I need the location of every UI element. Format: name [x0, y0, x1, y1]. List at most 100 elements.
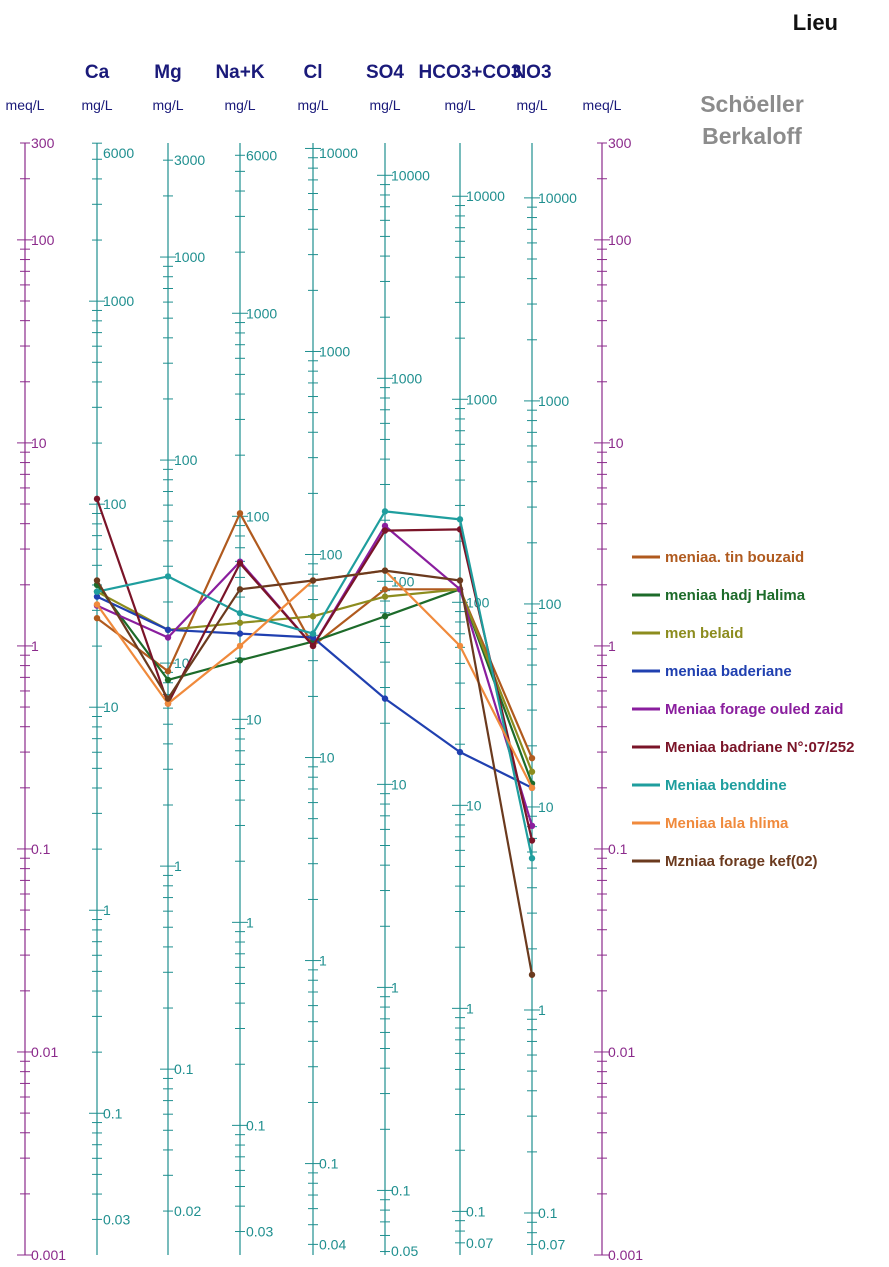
legend-entry: Meniaa benddine [665, 777, 787, 794]
diagram-type-line-1: Schöeller [700, 91, 804, 117]
ion-tick-label: 100 [391, 573, 415, 589]
ion-tick-label: 100 [174, 452, 198, 468]
data-point [456, 577, 464, 584]
ion-tick-label: 100 [538, 596, 562, 612]
ion-tick-label: 10000 [319, 145, 358, 161]
ion-axis-unit: mg/L [297, 97, 328, 113]
diagram-type-line-2: Berkaloff [702, 123, 802, 149]
data-point [456, 516, 464, 523]
ion-tick-label: 0.1 [174, 1061, 194, 1077]
legend-entry: meniaa baderiane [665, 663, 792, 680]
ion-tick-label: 6000 [246, 147, 277, 163]
data-point [528, 971, 536, 978]
ion-tick-label: 100 [319, 547, 343, 563]
ion-axis-unit: mg/L [444, 97, 475, 113]
meq-tick-label: 10 [31, 435, 47, 451]
meq-tick-label: 0.01 [31, 1044, 58, 1060]
ion-tick-label: 0.1 [319, 1156, 339, 1172]
legend-entry: meniaa. tin bouzaid [665, 549, 804, 566]
ion-tick-label: 0.07 [466, 1235, 493, 1251]
ion-tick-label: 1 [103, 902, 111, 918]
ion-axis-unit: mg/L [152, 97, 183, 113]
data-point [236, 642, 244, 650]
meq-tick-label: 0.001 [31, 1247, 66, 1263]
data-point [93, 601, 101, 608]
ion-axis-unit: mg/L [224, 97, 255, 113]
ion-tick-label: 1000 [174, 249, 205, 265]
ion-tick-label: 10 [391, 776, 407, 792]
legend-entry: Mzniaa forage kef(02) [665, 853, 818, 870]
ion-tick-label: 1 [466, 1000, 474, 1016]
ion-axis-unit: mg/L [516, 97, 547, 113]
data-point [381, 613, 389, 620]
ion-tick-label: 1 [246, 914, 254, 930]
ion-axis-unit: mg/L [81, 97, 112, 113]
ion-tick-label: 100 [103, 496, 127, 512]
meq-tick-label: 1 [31, 638, 39, 654]
ion-axis-header: NO3 [512, 62, 551, 83]
meq-axis-unit: meq/L [583, 97, 622, 113]
ion-tick-label: 0.1 [538, 1205, 558, 1221]
meq-tick-label: 300 [608, 135, 632, 151]
data-point [164, 700, 172, 707]
ion-tick-label: 0.03 [103, 1211, 130, 1227]
data-point [93, 614, 101, 622]
corner-title: Lieu [793, 10, 838, 35]
data-point [93, 593, 101, 600]
ion-tick-label: 1000 [538, 393, 569, 409]
data-point [164, 626, 172, 634]
legend-entry: Meniaa forage ouled zaid [665, 701, 843, 718]
data-point [93, 577, 101, 584]
ion-tick-label: 10 [103, 699, 119, 715]
ion-tick-label: 1000 [319, 343, 350, 359]
ion-tick-label: 10 [538, 799, 554, 815]
ion-tick-label: 0.05 [391, 1243, 418, 1259]
ion-tick-label: 0.1 [391, 1182, 411, 1198]
data-point [236, 657, 244, 664]
ion-tick-label: 1000 [466, 391, 497, 407]
data-point [236, 586, 244, 593]
data-point [528, 768, 536, 775]
data-point [381, 527, 389, 534]
data-point [236, 510, 244, 517]
meq-tick-label: 300 [31, 135, 55, 151]
data-point [528, 784, 536, 792]
data-point [381, 586, 389, 593]
data-point [381, 593, 389, 600]
ion-tick-label: 3000 [174, 152, 205, 168]
data-point [381, 522, 389, 530]
series-line [96, 595, 533, 789]
data-point [236, 609, 244, 617]
data-point [309, 613, 317, 620]
data-point [93, 588, 101, 595]
ion-axis-header: Na+K [215, 62, 264, 83]
data-point [164, 676, 172, 684]
meq-tick-label: 0.01 [608, 1044, 635, 1060]
ion-tick-label: 0.1 [103, 1105, 123, 1121]
ion-tick-label: 1 [174, 858, 182, 874]
data-point [381, 508, 389, 515]
data-point [309, 642, 317, 650]
ion-axis-header: Ca [85, 62, 110, 83]
ion-tick-label: 1 [391, 979, 399, 995]
data-point [164, 668, 172, 675]
ion-tick-label: 100 [246, 508, 270, 524]
data-point [164, 695, 172, 702]
ion-tick-label: 1 [538, 1002, 546, 1018]
series-line [96, 524, 534, 827]
ion-tick-label: 10000 [466, 188, 505, 204]
data-point [381, 695, 389, 702]
data-point [456, 642, 464, 650]
meq-tick-label: 0.001 [608, 1247, 643, 1263]
ion-tick-label: 10 [466, 797, 482, 813]
data-point [236, 630, 244, 637]
ion-tick-label: 10000 [538, 190, 577, 206]
ion-axis-header: Cl [304, 62, 323, 83]
data-point [236, 560, 244, 567]
ion-tick-label: 0.1 [246, 1117, 266, 1133]
legend-entry: Meniaa badriane N°:07/252 [665, 739, 854, 756]
data-point [381, 567, 389, 574]
meq-tick-label: 10 [608, 435, 624, 451]
ion-tick-label: 0.04 [319, 1236, 346, 1252]
